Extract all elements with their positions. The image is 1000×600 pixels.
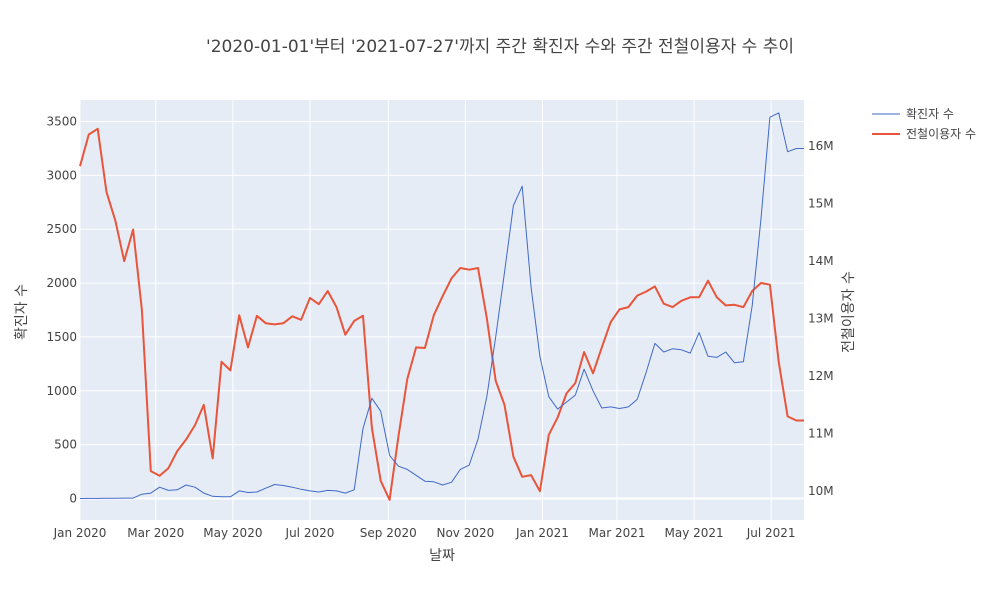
legend-item-cases[interactable]: 확진자 수: [872, 107, 954, 121]
x-gridlines: [79, 100, 772, 520]
y-left-tick-label: 3000: [46, 168, 77, 182]
legend-label-cases: 확진자 수: [906, 107, 954, 121]
x-tick-label: Jul 2021: [746, 526, 796, 540]
y-left-tick-label: 3500: [46, 115, 77, 129]
y-right-tick-label: 11M: [808, 427, 834, 441]
x-tick-label: Jul 2020: [285, 526, 335, 540]
y-right-tick-label: 13M: [808, 312, 834, 326]
x-tick-label: Nov 2020: [436, 526, 494, 540]
series-layer: [79, 112, 804, 501]
x-tick-label: Jan 2020: [53, 526, 107, 540]
x-tick-label: Mar 2020: [127, 526, 184, 540]
x-tick-label: May 2021: [664, 526, 723, 540]
y-left-tick-label: 1500: [46, 330, 77, 344]
y-left-tick-label: 1000: [46, 384, 77, 398]
y-right-tick-label: 12M: [808, 369, 834, 383]
legend: 확진자 수 전철이용자 수: [872, 107, 976, 141]
chart-title: '2020-01-01'부터 '2021-07-27'까지 주간 확진자 수와 …: [206, 37, 794, 57]
y-right-tick-label: 15M: [808, 197, 834, 211]
y-left-tick-labels: 0 500 1000 1500 2000 2500 3000 3500: [46, 115, 77, 506]
plot-background: [80, 100, 804, 520]
x-tick-label: Sep 2020: [360, 526, 417, 540]
y-right-tick-label: 16M: [808, 139, 834, 153]
x-axis-title: 날짜: [429, 548, 455, 564]
x-tick-label: Jan 2021: [515, 526, 569, 540]
y-left-tick-label: 0: [69, 491, 77, 505]
y-right-tick-label: 14M: [808, 254, 834, 268]
x-tick-label: May 2020: [203, 526, 262, 540]
legend-item-riders[interactable]: 전철이용자 수: [872, 127, 976, 141]
legend-label-riders: 전철이용자 수: [906, 127, 976, 141]
x-tick-label: Mar 2021: [588, 526, 645, 540]
y-right-tick-label: 10M: [808, 484, 834, 498]
y-left-tick-label: 2000: [46, 276, 77, 290]
y-left-tick-label: 500: [54, 438, 77, 452]
y-left-tick-label: 2500: [46, 222, 77, 236]
series-line-cases: [79, 112, 804, 499]
y-left-axis-title: 확진자 수: [14, 284, 30, 340]
x-tick-labels: Jan 2020 Mar 2020 May 2020 Jul 2020 Sep 2020…: [53, 526, 796, 540]
series-line-riders: [79, 127, 804, 501]
y-gridlines: [80, 121, 804, 500]
y-right-axis-title: 전철이용자 수: [841, 271, 857, 353]
y-right-tick-labels: 10M 11M 12M 13M 14M 15M 16M: [808, 139, 834, 498]
